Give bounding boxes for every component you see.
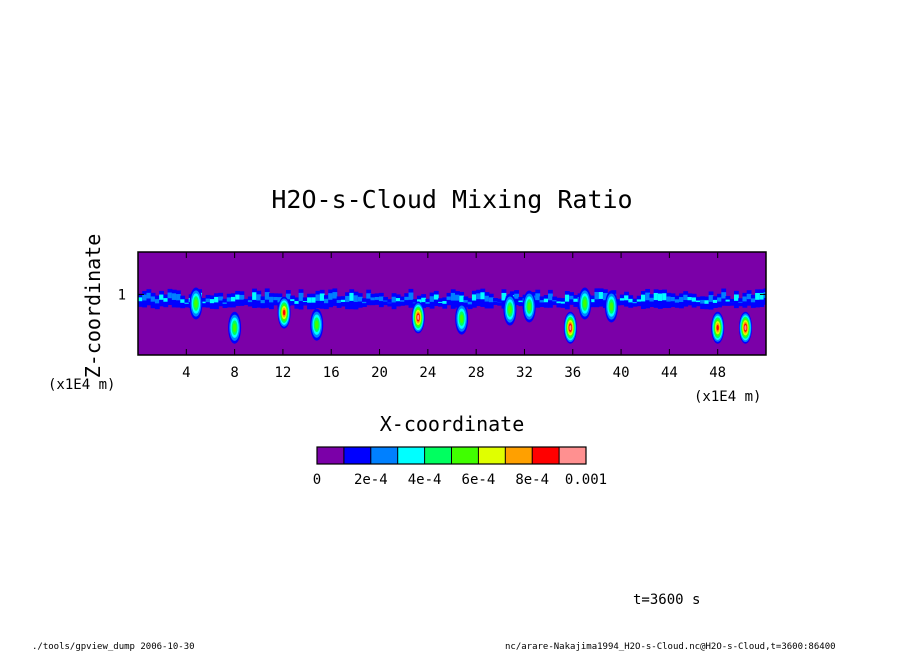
cloud-cell [189,287,203,320]
colorbar-swatch [317,447,345,464]
cloud-cell [411,301,425,334]
cloud-cell [228,311,242,344]
cloud-cell [503,293,517,326]
cloud-cell [455,302,469,335]
colorbar-swatch [424,447,452,464]
colorbar-tick-label: 4e-4 [408,472,442,488]
footer-right: nc/arare-Nakajima1994_H2O-s-Cloud.nc@H2O… [505,642,836,652]
colorbar-swatch [451,447,479,464]
cloud-cell [711,311,725,344]
colorbar-tick-label: 6e-4 [462,472,496,488]
y-tick-label: 1 [118,287,126,303]
colorbar-swatch [397,447,425,464]
cloud-cell [604,290,618,323]
x-tick-label: 4 [182,365,190,381]
x-tick-label: 8 [230,365,238,381]
footer-left: ./tools/gpview_dump 2006-10-30 [32,642,195,652]
x-tick-label: 36 [564,365,581,381]
cloud-cell [578,287,592,320]
colorbar-tick-label: 8e-4 [515,472,549,488]
cloud-cell [310,308,324,341]
y-axis-ticks: 1 [118,287,766,303]
cloud-cell [738,311,752,344]
x-tick-label: 24 [419,365,436,381]
x-tick-label: 20 [371,365,388,381]
mixing-ratio-field [138,252,766,355]
cloud-cell [522,290,536,323]
colorbar-swatch [370,447,398,464]
chart-title: H2O-s-Cloud Mixing Ratio [271,185,632,214]
colorbar-swatch [559,447,587,464]
colorbar-swatch [343,447,372,464]
time-label: t=3600 s [633,592,701,608]
colorbar-tick-label: 0 [313,472,321,488]
colorbar-tick-label: 0.001 [565,472,607,488]
cloud-cell [277,296,291,329]
cloud-cell [563,311,577,344]
colorbar-swatch [505,447,533,464]
x-tick-label: 48 [709,365,726,381]
x-tick-label: 32 [516,365,533,381]
y-axis-label: Z-coordinate [81,234,105,379]
x-axis-label: X-coordinate [380,412,525,436]
colorbar-swatch [532,447,560,464]
x-tick-label: 12 [274,365,291,381]
x-tick-label: 28 [468,365,485,381]
x-tick-label: 44 [661,365,678,381]
x-tick-label: 40 [613,365,630,381]
colorbar-tick-label: 2e-4 [354,472,388,488]
x-axis-ticks: 4 8 12 16 20 24 28 32 36 40 44 48 [182,252,726,381]
colorbar: 0 2e-4 4e-4 6e-4 8e-4 0.001 [313,446,607,488]
x-tick-label: 16 [323,365,340,381]
colorbar-swatch [478,447,506,464]
x-axis-unit: (x1E4 m) [694,389,761,405]
y-axis-unit: (x1E4 m) [48,377,115,393]
plot-frame [137,251,767,356]
